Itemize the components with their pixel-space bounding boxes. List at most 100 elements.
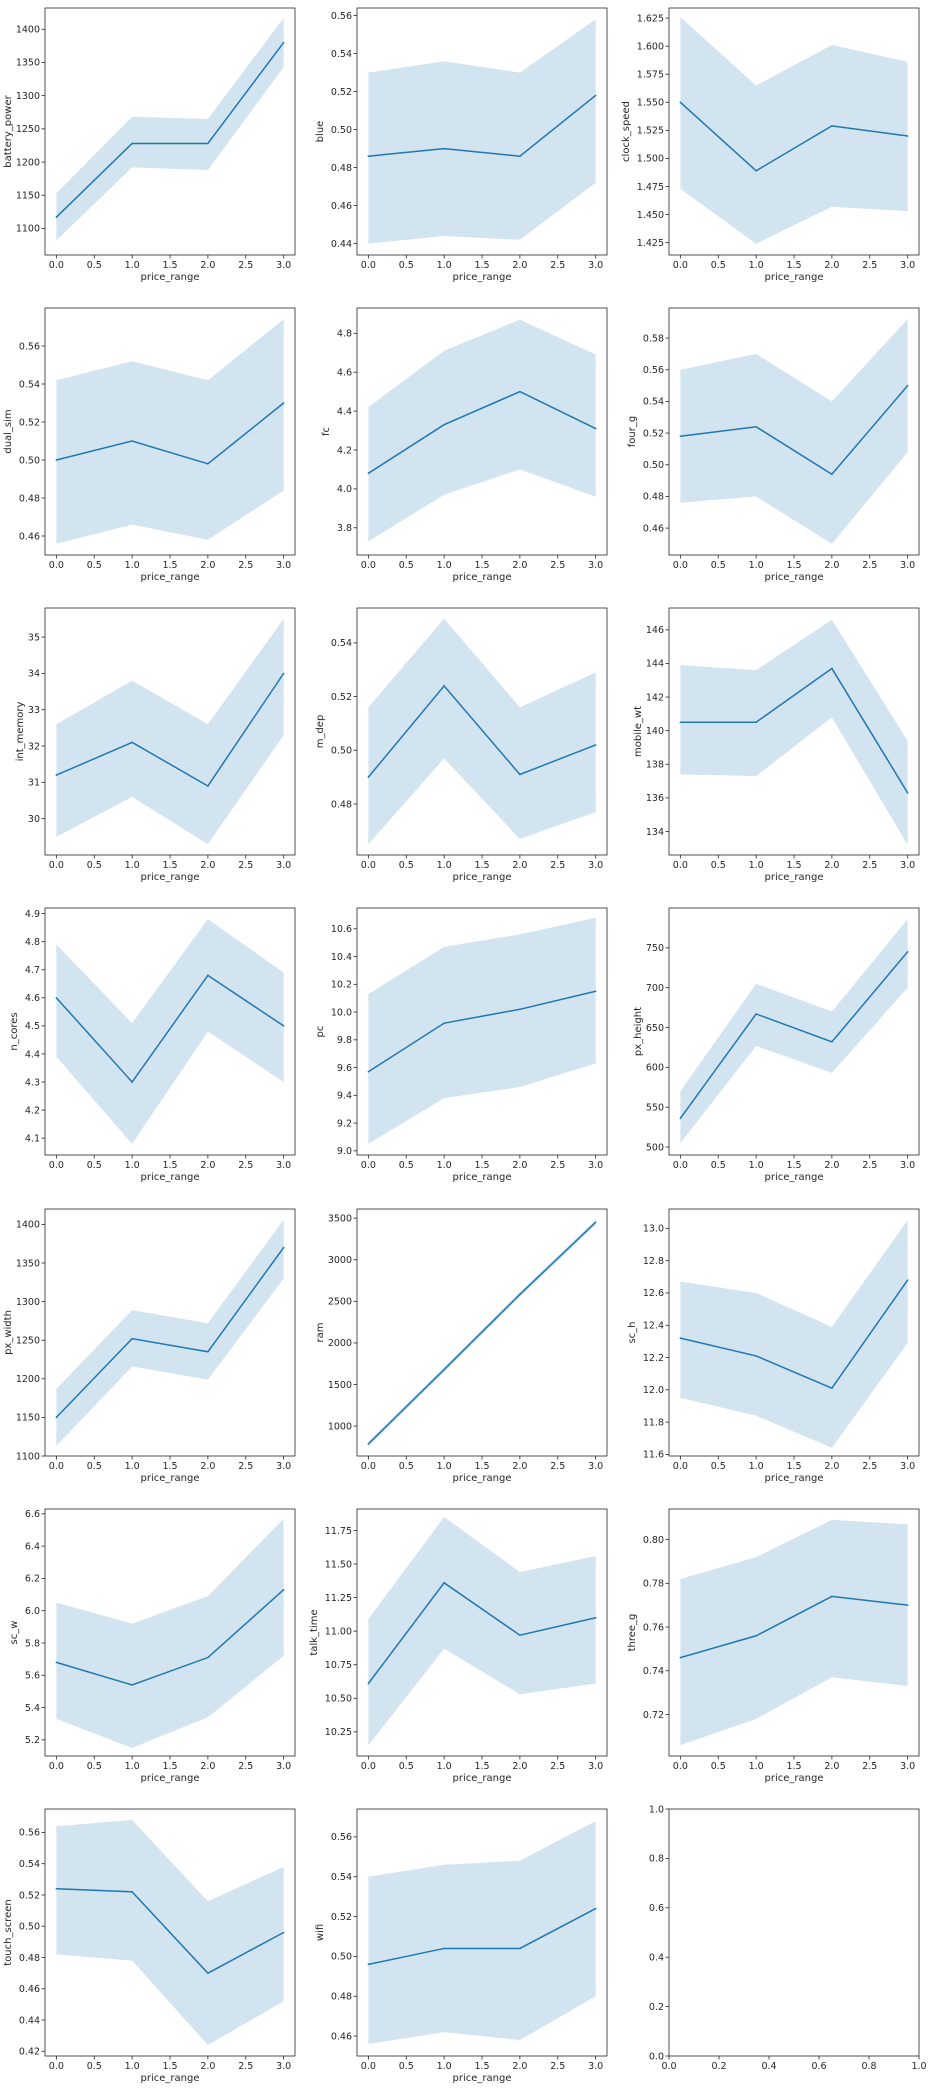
- data-point: [755, 1634, 757, 1637]
- y-tick-label: 0.46: [19, 1984, 40, 1995]
- mean-line: [367, 390, 596, 474]
- data-point: [367, 1443, 370, 1445]
- y-tick-label: 0.48: [643, 492, 664, 503]
- data-point: [831, 1387, 833, 1389]
- ci-band: [368, 1517, 596, 1746]
- x-axis-label: price_range: [765, 572, 824, 583]
- y-tick-label: 0.0: [649, 2051, 664, 2062]
- data-point: [367, 776, 370, 778]
- x-tick-label: 3.0: [900, 1160, 915, 1171]
- data-point: [367, 1682, 370, 1685]
- x-tick-label: 1.0: [437, 560, 452, 571]
- ci-band: [680, 319, 908, 544]
- y-tick-label: 4.2: [25, 1105, 40, 1116]
- y-tick-label: 0.48: [331, 799, 352, 810]
- x-tick-label: 0.0: [361, 860, 376, 871]
- x-tick-label: 2.0: [200, 1461, 215, 1472]
- x-tick-label: 1.0: [125, 260, 140, 271]
- x-tick-label: 2.5: [238, 560, 253, 571]
- x-axis-label: price_range: [141, 2073, 200, 2084]
- data-point: [755, 1013, 757, 1015]
- mean-line: [368, 94, 597, 157]
- y-tick-label: 0.76: [643, 1622, 664, 1633]
- x-tick-label: 2.5: [550, 1761, 565, 1772]
- y-tick-label: 1350: [16, 1258, 40, 1269]
- x-tick-label: 2.0: [512, 860, 527, 871]
- y-tick-label: 700: [646, 983, 664, 994]
- y-tick-label: 10.50: [325, 1694, 352, 1705]
- data-point: [679, 721, 682, 724]
- x-tick-label: 0.2: [711, 2061, 726, 2072]
- y-tick-label: 4.2: [337, 445, 352, 456]
- y-tick-label: 0.46: [331, 201, 352, 212]
- x-tick-label: 2.0: [200, 2061, 215, 2072]
- y-tick-label: 5.2: [25, 1735, 40, 1746]
- x-tick-label: 1.5: [474, 1160, 489, 1171]
- y-axis-label: talk_time: [309, 1609, 320, 1655]
- x-tick-label: 1.5: [474, 1761, 489, 1772]
- x-axis-label: price_range: [141, 272, 200, 283]
- x-tick-label: 2.5: [238, 1160, 253, 1171]
- y-tick-label: 12.4: [643, 1321, 664, 1332]
- x-tick-label: 0.5: [399, 2061, 414, 2072]
- y-axis-label: px_height: [633, 1007, 644, 1056]
- x-axis-label: price_range: [453, 2073, 512, 2084]
- data-point: [282, 1931, 285, 1934]
- y-tick-label: 0.52: [331, 1912, 352, 1923]
- x-tick-label: 3.0: [900, 1761, 915, 1772]
- y-tick-label: 10.25: [325, 1727, 352, 1738]
- y-tick-label: 12.0: [643, 1385, 664, 1396]
- data-point: [679, 435, 682, 438]
- mean-line: [56, 402, 285, 465]
- x-tick-label: 3.0: [276, 1461, 291, 1472]
- data-point: [131, 1891, 133, 1893]
- x-tick-label: 2.0: [824, 860, 839, 871]
- y-tick-label: 9.6: [337, 1063, 352, 1074]
- x-axis-label: price_range: [765, 1473, 824, 1484]
- subplot-four_g: 0.0 0.5 1.0 1.5 2.0 2.5 3.0 0.46 0.48 0.50 0.52 0.5…: [627, 307, 920, 583]
- data-point: [282, 41, 285, 44]
- x-tick-label: 3.0: [588, 560, 603, 571]
- x-tick-label: 1.5: [162, 860, 177, 871]
- x-tick-label: 2.0: [512, 1761, 527, 1772]
- x-tick-label: 3.0: [900, 260, 915, 271]
- y-tick-label: 12.6: [643, 1288, 664, 1299]
- data-point: [519, 1634, 521, 1636]
- data-point: [831, 125, 833, 127]
- mean-line: [680, 667, 909, 794]
- x-axis-label: price_range: [453, 572, 512, 583]
- y-tick-label: 0.56: [643, 365, 664, 376]
- x-tick-label: 1.0: [749, 1160, 764, 1171]
- x-tick-label: 2.5: [550, 560, 565, 571]
- data-point: [443, 685, 445, 687]
- ci-band: [56, 1518, 284, 1748]
- y-tick-label: 10.2: [331, 980, 352, 991]
- y-tick-label: 5.6: [25, 1671, 40, 1682]
- y-tick-label: 3000: [328, 1255, 352, 1266]
- y-tick-label: 1350: [16, 58, 40, 69]
- x-tick-label: 2.5: [238, 2061, 253, 2072]
- y-axis-label: sc_w: [9, 1621, 20, 1645]
- x-tick-label: 0.5: [399, 1461, 414, 1472]
- y-tick-label: 0.42: [19, 2047, 40, 2058]
- y-tick-label: 138: [646, 760, 664, 771]
- y-tick-label: 4.1: [25, 1133, 40, 1144]
- y-tick-label: 1.450: [637, 210, 664, 221]
- x-axis-label: price_range: [765, 1172, 824, 1183]
- y-tick-label: 650: [646, 1023, 664, 1034]
- y-axis-label: px_width: [3, 1310, 14, 1355]
- data-point: [906, 384, 909, 387]
- x-tick-label: 3.0: [276, 560, 291, 571]
- ci-band: [680, 1519, 908, 1746]
- data-point: [831, 667, 833, 670]
- x-tick-label: 1.5: [162, 1160, 177, 1171]
- y-axis-label: sc_h: [627, 1321, 638, 1343]
- subplot-px_width: 0.0 0.5 1.0 1.5 2.0 2.5 3.0 1100 1150 1200 1250 130…: [3, 1208, 296, 1484]
- y-tick-label: 4.0: [337, 484, 352, 495]
- data-point: [594, 94, 597, 97]
- ci-band: [680, 1220, 908, 1448]
- y-tick-label: 136: [646, 793, 664, 804]
- x-tick-label: 1.0: [125, 1761, 140, 1772]
- y-tick-label: 4.9: [25, 909, 40, 920]
- y-tick-label: 11.25: [325, 1593, 352, 1604]
